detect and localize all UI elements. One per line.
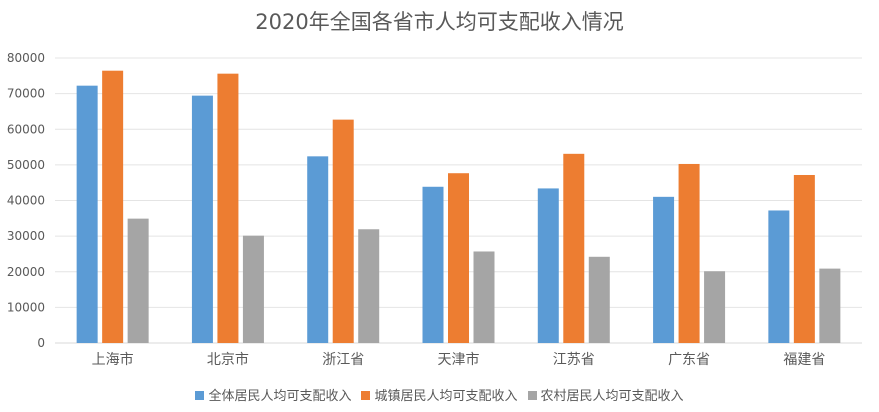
bar-1-3 [307,156,329,343]
bar-2-2 [217,73,239,343]
bar-1-4 [422,186,444,343]
y-tick-label: 80000 [7,51,45,65]
axes: 0 10000 20000 30000 40000 50000 60000 70000 8000… [7,51,826,368]
x-tick-label: 浙江省 [322,352,364,368]
bar-3-1 [127,218,149,343]
x-tick-label: 广东省 [668,352,710,368]
bar-2-3 [332,119,354,343]
bar-1-1 [76,85,98,344]
legend-item: 农村居民人均可支配收入 [527,385,684,404]
bar-3-2 [242,235,264,343]
legend-label: 农村居民人均可支配收入 [540,389,684,404]
y-tick-label: 50000 [7,158,45,172]
x-tick-label: 江苏省 [553,352,595,368]
x-tick-label: 上海市 [92,351,134,368]
legend-item: 全体居民人均可支配收入 [195,385,351,404]
legend-swatch [195,391,205,400]
x-tick-label: 福建省 [783,352,825,368]
bars [76,70,841,344]
bar-2-4 [448,173,469,343]
bar-1-2 [191,95,213,343]
x-tick-label: 天津市 [438,351,480,368]
bar-3-3 [358,229,380,343]
bar-1-6 [653,196,675,343]
bar-2-7 [793,174,815,343]
y-tick-label: 0 [37,336,45,350]
y-tick-label: 70000 [7,87,45,101]
bar-3-5 [588,256,610,343]
bar-3-7 [819,268,841,343]
bar-2-5 [563,153,585,343]
bar-3-6 [704,271,726,343]
legend-swatch [361,391,371,400]
legend-item: 城镇居民人均可支配收入 [361,385,518,404]
y-tick-label: 40000 [7,194,45,208]
legend-label: 全体居民人均可支配收入 [208,389,352,404]
bar-2-6 [678,163,700,343]
legend: 全体居民人均可支配收入 城镇居民人均可支配收入 农村居民人均可支配收入 [0,385,879,404]
legend-swatch [527,391,537,400]
bar-1-7 [768,210,790,343]
x-tick-label: 北京市 [207,351,249,368]
bar-3-4 [473,251,495,343]
chart-title: 2020年全国各省市人均可支配收入情况 [255,10,624,34]
y-tick-label: 30000 [7,229,45,243]
bar-1-5 [537,188,559,343]
y-tick-label: 60000 [7,122,45,136]
y-tick-label: 10000 [7,300,45,314]
bar-2-1 [102,70,124,344]
legend-label: 城镇居民人均可支配收入 [374,389,518,404]
y-tick-label: 20000 [7,265,45,279]
